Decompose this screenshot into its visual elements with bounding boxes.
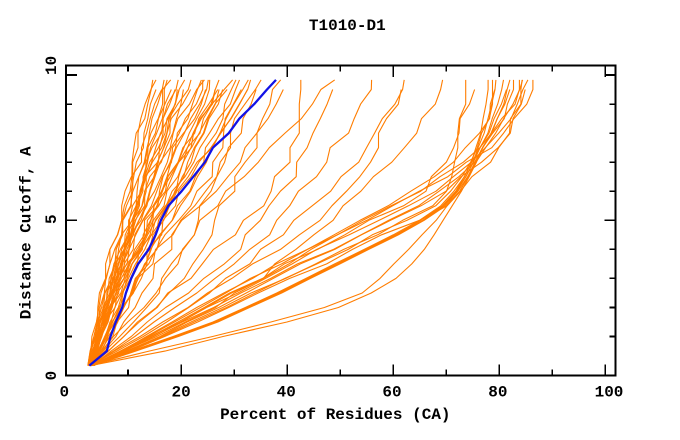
svg-text:100: 100	[595, 383, 624, 401]
svg-text:60: 60	[382, 383, 401, 401]
svg-text:Percent of Residues (CA): Percent of Residues (CA)	[220, 406, 450, 424]
svg-text:20: 20	[171, 383, 190, 401]
svg-text:80: 80	[488, 383, 507, 401]
svg-text:40: 40	[277, 383, 296, 401]
svg-text:0: 0	[43, 371, 61, 381]
svg-text:0: 0	[59, 383, 69, 401]
svg-text:5: 5	[43, 214, 61, 224]
svg-text:Distance Cutoff, A: Distance Cutoff, A	[18, 146, 36, 319]
svg-text:T1010-D1: T1010-D1	[309, 17, 386, 35]
svg-text:10: 10	[43, 56, 61, 75]
